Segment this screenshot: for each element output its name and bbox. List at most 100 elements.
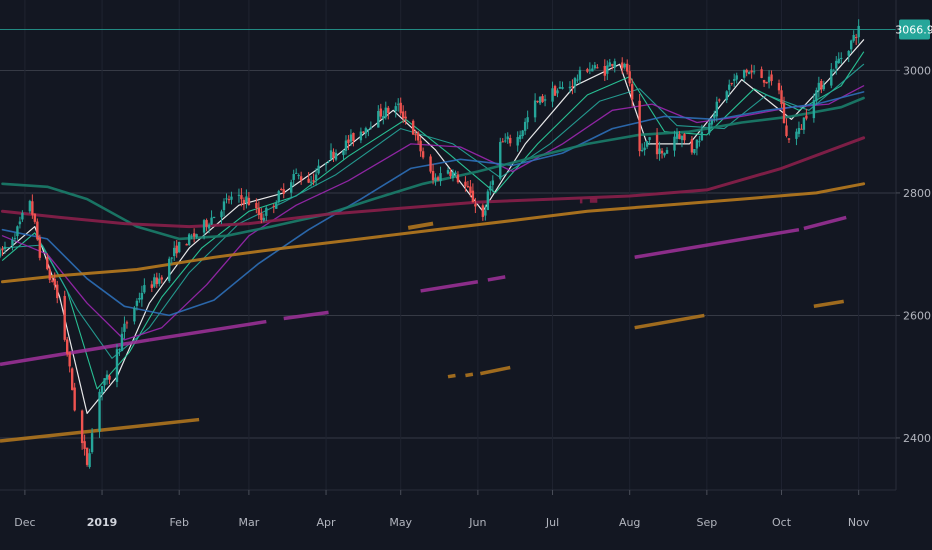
candle-body-77 — [265, 207, 268, 216]
candle-body-190 — [660, 150, 664, 154]
candle-body-98 — [342, 150, 345, 156]
candle-body-123 — [429, 156, 432, 172]
candle-body-212 — [735, 75, 738, 80]
candle-body-201 — [698, 141, 701, 143]
candle-body-129 — [449, 171, 452, 176]
candle-body-194 — [675, 132, 679, 139]
candle-body-84 — [292, 174, 295, 180]
candle-body-241 — [837, 58, 840, 63]
x-tick-label: Oct — [772, 516, 792, 529]
candle-body-169 — [588, 69, 592, 71]
moving-averages — [1, 39, 866, 414]
candle-body-140 — [486, 191, 490, 211]
candle-body-101 — [349, 134, 353, 142]
candle-body-207 — [718, 99, 721, 101]
candle-body-233 — [812, 100, 816, 119]
candle-body-54 — [187, 234, 191, 245]
candle-body-142 — [491, 180, 494, 185]
candle-body-152 — [526, 117, 529, 123]
candle-body-11 — [36, 221, 39, 240]
candle-body-138 — [481, 205, 485, 217]
level-segment-0 — [0, 338, 150, 367]
candle-body-19 — [66, 339, 69, 354]
level-segments — [0, 197, 847, 443]
candle-body-162 — [561, 87, 564, 89]
candle-body-174 — [606, 65, 609, 74]
candle-body-238 — [830, 69, 833, 86]
candle-body-106 — [367, 129, 370, 131]
candle-body-195 — [678, 134, 681, 139]
candle-body-94 — [327, 161, 330, 163]
candle-body-45 — [155, 277, 158, 285]
candle-body-60 — [207, 224, 211, 229]
time-axis[interactable]: Dec 2019 Feb Mar Apr May Jun Jul Aug Sep Oct Nov — [14, 490, 870, 529]
candle-body-51 — [175, 245, 178, 254]
candle-body-100 — [347, 139, 350, 143]
candle-body-226 — [785, 125, 788, 136]
candle-body-156 — [541, 96, 544, 102]
candle-body-149 — [518, 135, 522, 140]
candle-body-103 — [359, 131, 363, 141]
candle-body-78 — [272, 205, 275, 207]
candle-body-74 — [257, 207, 261, 216]
y-tick-label: 2400.0 — [903, 432, 932, 445]
candle-body-95 — [329, 150, 333, 159]
candle-body-111 — [384, 107, 387, 118]
candle-body-178 — [621, 62, 624, 69]
candle-body-114 — [397, 103, 400, 105]
candle-body-63 — [220, 211, 223, 218]
candle-body-38 — [133, 307, 136, 322]
candle-body-166 — [576, 79, 579, 81]
candle-body-144 — [501, 141, 504, 143]
candle-body-151 — [523, 121, 527, 131]
candle-body-157 — [543, 99, 547, 101]
candle-body-133 — [464, 181, 467, 186]
candle-body-116 — [402, 111, 405, 119]
candle-body-150 — [521, 130, 524, 137]
candle-body-108 — [377, 110, 380, 128]
last-price-label: 3066.9 — [895, 23, 932, 36]
x-tick-label: Jun — [468, 516, 486, 529]
candle-body-147 — [509, 137, 512, 144]
candle-body-5 — [16, 226, 19, 237]
candle-body-181 — [628, 71, 631, 84]
candle-body-119 — [414, 134, 417, 136]
candle-body-85 — [294, 172, 298, 174]
candle-body-208 — [725, 91, 728, 101]
price-axis[interactable]: 3000.0 2800.0 2600.0 2400.0 — [896, 64, 932, 445]
candle-body-13 — [46, 257, 49, 270]
candle-body-135 — [469, 186, 472, 193]
candle-body-137 — [474, 204, 477, 207]
candle-body-167 — [578, 69, 582, 80]
level-segment-9 — [465, 372, 474, 378]
candle-body-219 — [762, 79, 766, 83]
candle-body-82 — [282, 189, 285, 194]
candle-body-221 — [767, 76, 771, 83]
candle-body-64 — [222, 201, 226, 211]
candle-body-153 — [533, 100, 537, 118]
candle-body-189 — [658, 148, 661, 154]
candle-body-29 — [100, 385, 104, 394]
candle-body-211 — [733, 79, 736, 81]
candle-body-244 — [850, 40, 853, 50]
candle-body-65 — [225, 198, 228, 200]
candle-body-27 — [90, 433, 94, 453]
candle-body-107 — [369, 127, 373, 129]
candle-body-10 — [33, 213, 37, 222]
candle-body-42 — [143, 285, 146, 293]
x-tick-label: Dec — [14, 516, 35, 529]
candle-body-89 — [309, 181, 313, 183]
candle-body-32 — [108, 375, 111, 380]
candle-body-52 — [178, 241, 181, 253]
candle-body-15 — [51, 280, 54, 282]
candle-body-18 — [63, 295, 66, 340]
candle-body-231 — [802, 117, 806, 130]
candle-body-22 — [73, 387, 76, 411]
candle-body-177 — [613, 61, 616, 68]
candle-body-58 — [202, 220, 206, 233]
candle-body-205 — [713, 114, 716, 118]
candle-body-96 — [332, 151, 335, 158]
x-tick-label: 2019 — [87, 516, 118, 529]
candle-body-126 — [436, 177, 440, 181]
